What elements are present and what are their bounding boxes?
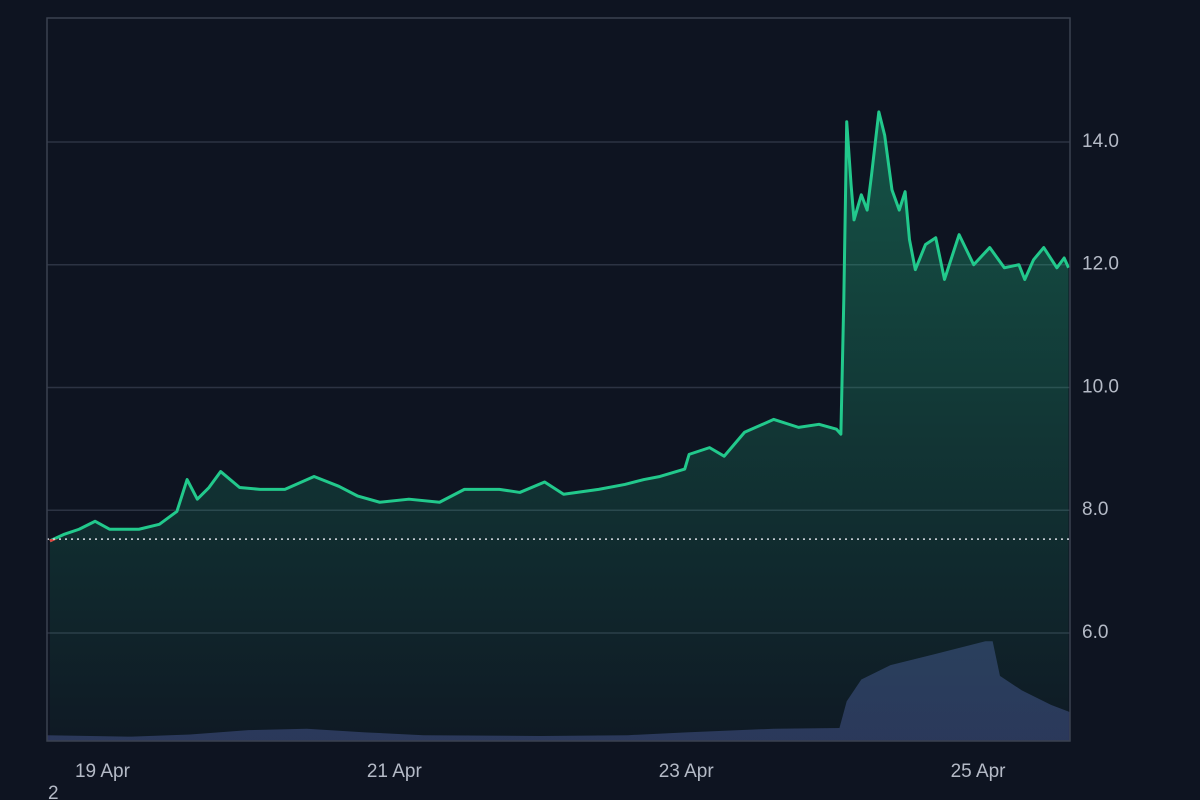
y-tick-label: 10.0: [1082, 376, 1119, 397]
y-tick-label: 14.0: [1082, 131, 1119, 152]
x-tick-label: 23 Apr: [659, 761, 715, 782]
y-tick-label: 6.0: [1082, 622, 1108, 643]
price-line: [49, 110, 1070, 543]
price-area: [49, 111, 1069, 742]
x-tick-label: 25 Apr: [951, 761, 1007, 782]
x-tick-label: 19 Apr: [75, 761, 131, 782]
y-tick-label: 8.0: [1082, 499, 1108, 520]
plot-frame: [46, 17, 1071, 742]
x-tick-label: 21 Apr: [367, 761, 423, 782]
footer-text: 2: [48, 783, 59, 800]
y-tick-label: 12.0: [1082, 254, 1119, 275]
